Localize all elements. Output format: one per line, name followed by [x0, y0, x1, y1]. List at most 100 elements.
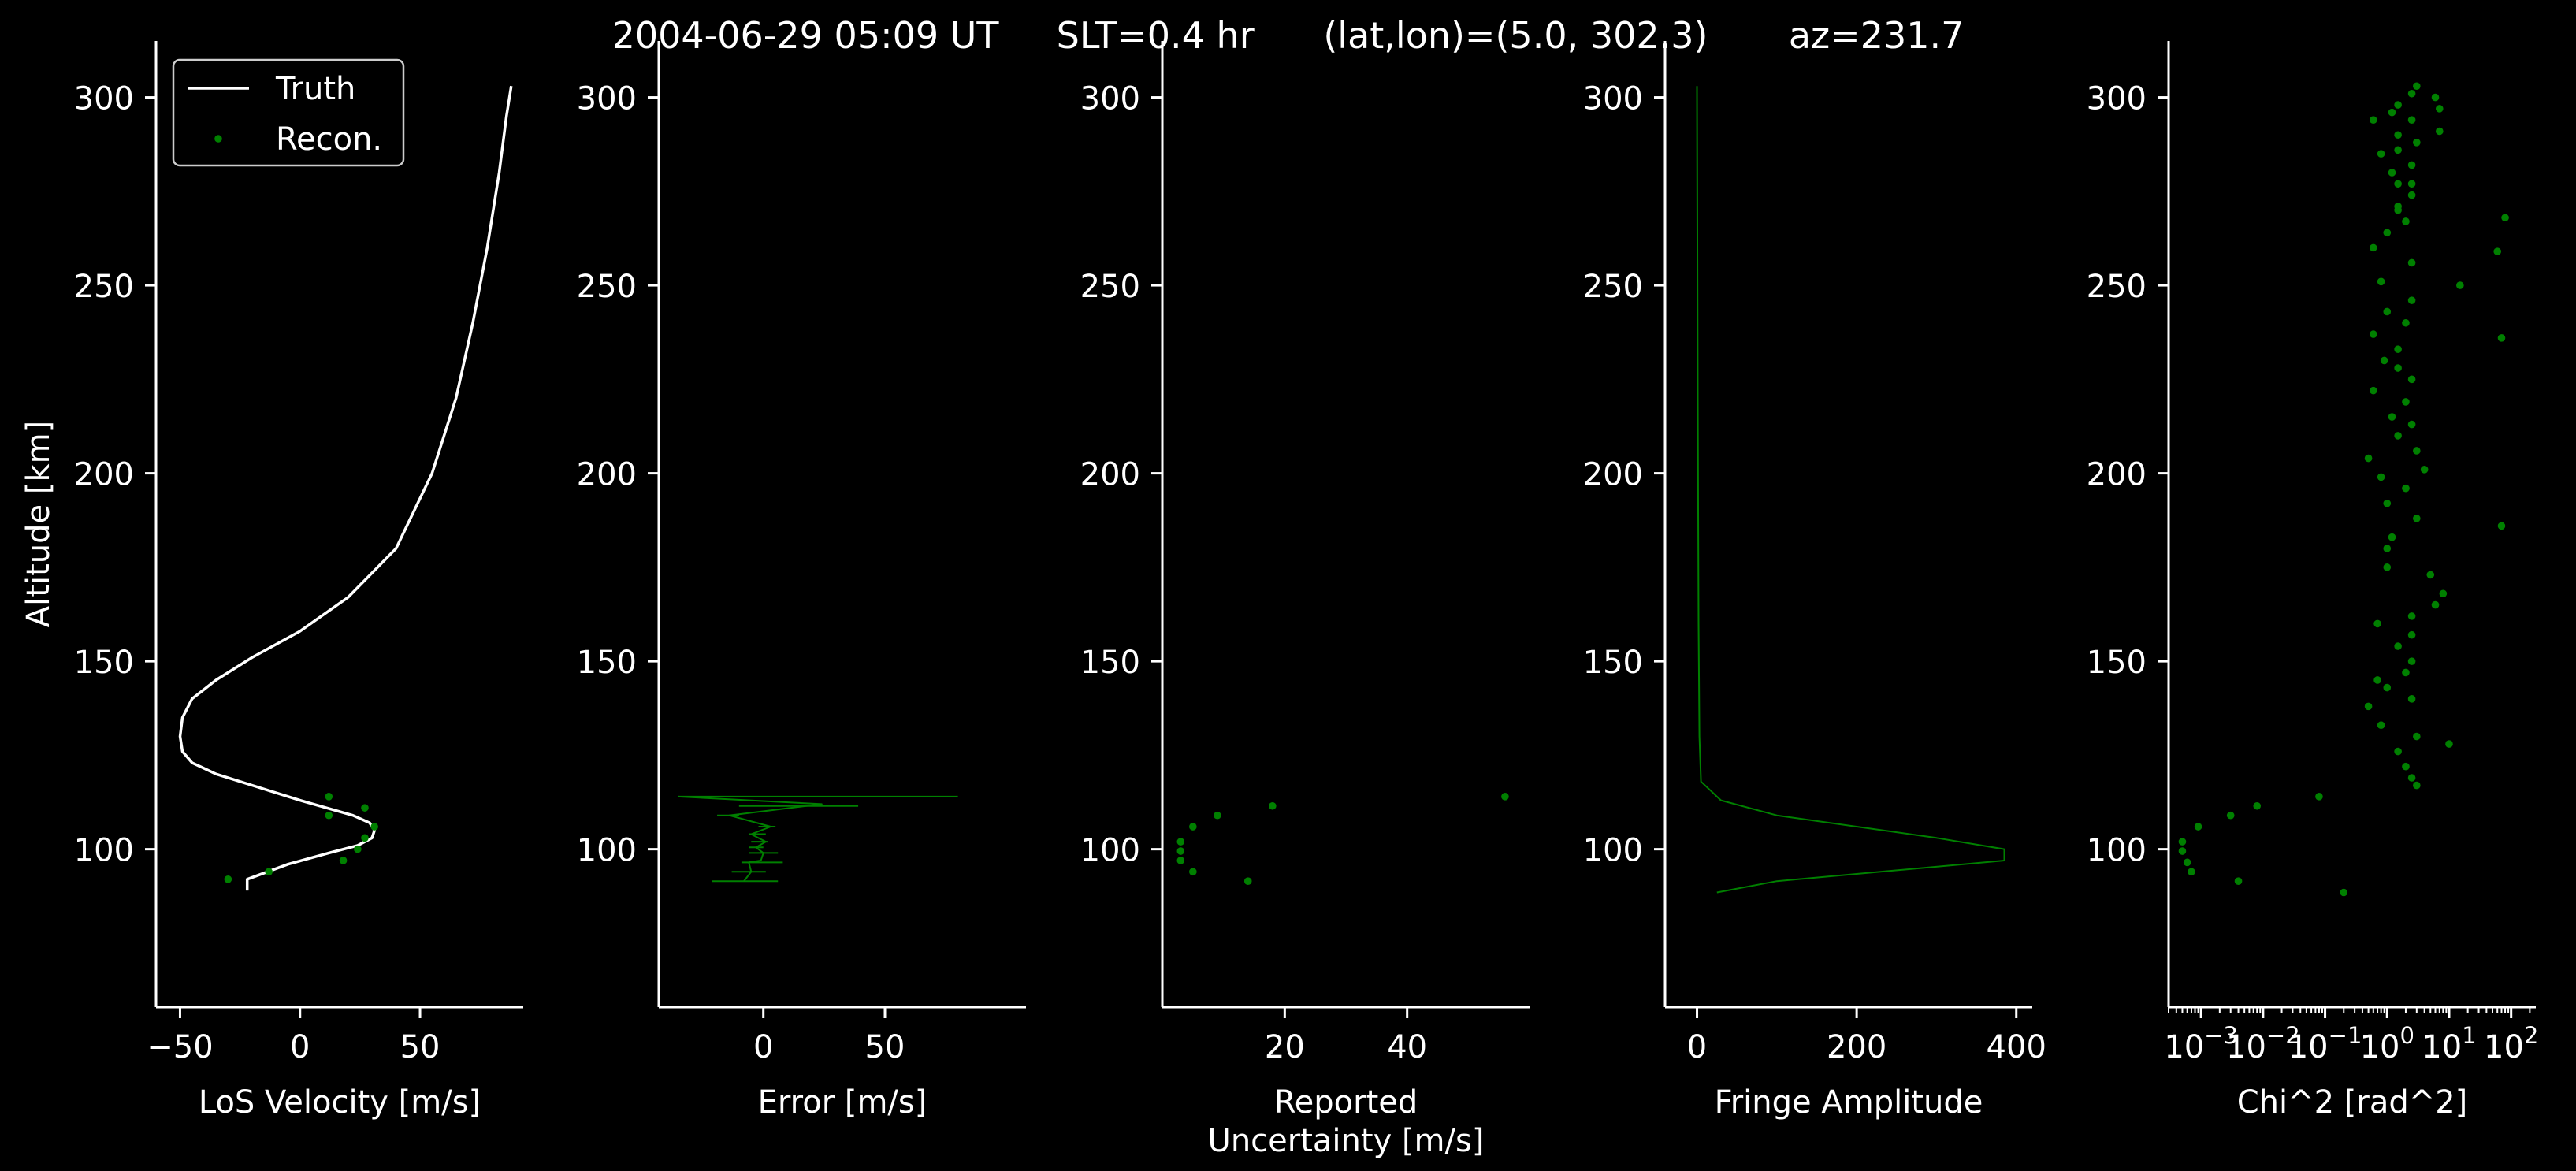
data-point: [2370, 386, 2377, 395]
data-point: [2388, 169, 2396, 177]
x-tick-label: 101: [2422, 1022, 2476, 1065]
y-tick-label: 200: [1080, 457, 1140, 493]
data-point: [2373, 619, 2381, 628]
data-point: [1176, 847, 1185, 855]
data-point: [361, 804, 369, 812]
x-tick-label: 102: [2484, 1022, 2538, 1065]
legend-entry: Recon.: [276, 121, 382, 158]
data-point: [2178, 838, 2187, 846]
x-axis-label: LoS Velocity [m/s]: [199, 1084, 481, 1121]
data-point: [1189, 823, 1197, 831]
data-point: [2407, 657, 2416, 665]
y-tick-label: 300: [577, 81, 637, 117]
data-point: [2413, 447, 2421, 455]
x-tick-label: 0: [1687, 1029, 1707, 1065]
y-tick-label: 250: [577, 269, 637, 305]
data-point: [2226, 811, 2235, 820]
data-point: [1176, 857, 1185, 864]
subplot-1: 100 150 200 250 300 −50 0 50 LoS Velocity [m/s] A…: [20, 41, 523, 1121]
y-tick-label: 250: [74, 269, 134, 305]
data-point: [2394, 206, 2402, 214]
x-tick-label: 20: [1265, 1029, 1305, 1065]
data-point: [2407, 296, 2416, 304]
data-point: [2407, 116, 2416, 124]
data-point: [1176, 838, 1185, 846]
data-point: [2407, 630, 2416, 639]
data-point: [2253, 801, 2262, 810]
y-tick-label: 250: [1080, 269, 1140, 305]
data-point: [2407, 695, 2416, 703]
data-point: [370, 823, 378, 831]
data-point: [2377, 473, 2385, 481]
y-tick-label: 100: [1583, 833, 1643, 869]
x-tick-label: −50: [147, 1029, 213, 1065]
data-point: [2413, 139, 2421, 147]
y-tick-label: 100: [74, 833, 134, 869]
data-point: [2394, 432, 2402, 440]
y-tick-label: 300: [2087, 81, 2147, 117]
data-point: [2407, 89, 2416, 98]
data-point: [2183, 858, 2191, 867]
data-point: [2377, 277, 2385, 286]
x-tick-label: 100: [2360, 1022, 2414, 1065]
data-point: [361, 834, 369, 842]
data-point: [2394, 146, 2402, 154]
data-point: [2407, 180, 2416, 188]
y-tick-label: 150: [1080, 645, 1140, 681]
legend: Truth Recon.: [172, 58, 405, 167]
data-point: [2394, 747, 2402, 756]
data-point: [2426, 571, 2435, 579]
x-tick-label: 0: [290, 1029, 310, 1065]
legend-box: [172, 58, 405, 167]
x-tick-label: 50: [400, 1029, 440, 1065]
legend-point-marker: [214, 135, 222, 143]
data-point: [325, 793, 333, 801]
data-point: [2364, 702, 2373, 711]
data-point: [2413, 82, 2421, 91]
data-point: [2407, 258, 2416, 267]
data-point: [2394, 131, 2402, 139]
data-point: [2402, 318, 2410, 327]
data-point: [2456, 281, 2464, 289]
x-tick-label: 0: [753, 1029, 773, 1065]
data-point: [354, 845, 362, 853]
data-point: [265, 868, 273, 876]
x-tick-label: 10−3: [2164, 1022, 2238, 1065]
data-point: [2194, 823, 2202, 831]
data-point: [2377, 150, 2385, 158]
data-point: [2402, 398, 2410, 406]
x-axis-label: Chi^2 [rad^2]: [2237, 1084, 2468, 1121]
x-tick-label: 40: [1387, 1029, 1427, 1065]
data-point: [224, 875, 232, 883]
data-point: [2370, 116, 2377, 124]
y-tick-label: 300: [1583, 81, 1643, 117]
series-line-1: [678, 795, 823, 882]
data-point: [2407, 161, 2416, 169]
data-point: [2407, 420, 2416, 429]
data-point: [2407, 375, 2416, 384]
data-point: [2234, 877, 2243, 885]
data-point: [2394, 101, 2402, 109]
series-line-1: [178, 85, 513, 891]
data-point: [2388, 413, 2396, 421]
y-tick-label: 200: [2087, 457, 2147, 493]
data-point: [2388, 533, 2396, 541]
x-axis-label: Error [m/s]: [758, 1084, 927, 1121]
data-point: [2383, 683, 2392, 692]
data-point: [2188, 868, 2195, 876]
data-point: [2383, 563, 2392, 571]
data-point: [2501, 214, 2509, 222]
data-point: [1501, 793, 1509, 801]
data-point: [2394, 642, 2402, 650]
data-point: [2373, 676, 2381, 684]
data-point: [2377, 721, 2385, 730]
x-axis-label: Reported: [1274, 1084, 1418, 1121]
data-point: [2315, 793, 2323, 801]
data-point: [2402, 217, 2410, 225]
data-point: [2383, 307, 2392, 316]
data-point: [2413, 515, 2421, 522]
x-tick-label: 200: [1827, 1029, 1886, 1065]
